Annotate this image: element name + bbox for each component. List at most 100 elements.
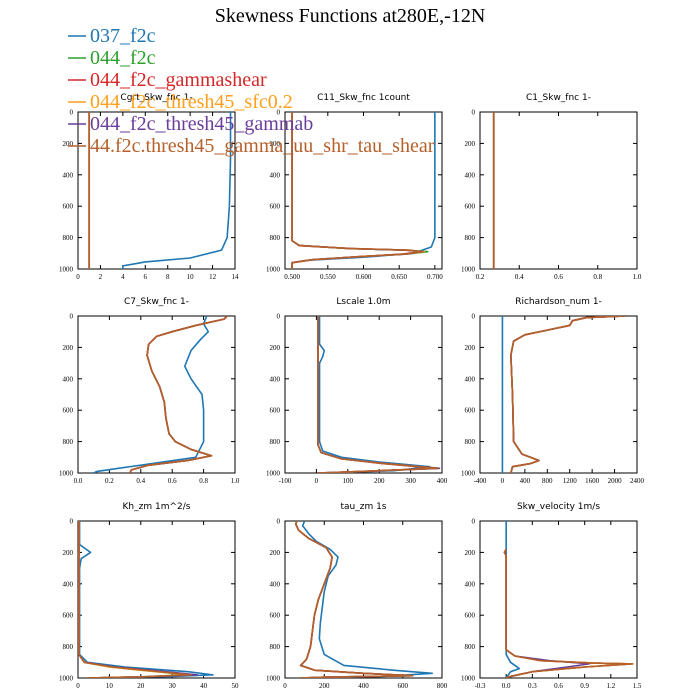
plot-frame	[284, 315, 443, 474]
y-tick-label: 200	[270, 549, 281, 557]
x-tick-label: 0.700	[427, 273, 443, 281]
y-tick-label: 200	[63, 549, 74, 557]
series-line	[317, 316, 440, 473]
x-tick-label: 1.5	[633, 682, 642, 690]
x-tick-label: 2	[99, 273, 103, 281]
y-tick-label: 0	[472, 109, 476, 117]
y-tick-label: 1000	[59, 675, 74, 683]
x-tick-label: 400	[437, 477, 448, 485]
y-tick-label: 800	[63, 234, 74, 242]
y-tick-label: 800	[465, 643, 476, 651]
x-tick-label: 0.4	[136, 477, 145, 485]
chart-panel: Lscale 1.0m -100 0 100 200 300 400 0 200 400 600 80…	[266, 297, 448, 485]
series-line	[510, 316, 626, 473]
y-tick-label: 400	[270, 171, 281, 179]
y-tick-label: 800	[465, 438, 476, 446]
y-tick-label: 400	[270, 375, 281, 383]
series-line	[503, 548, 590, 678]
figure-title: Skewness Functions at280E,-12N	[215, 5, 486, 27]
series-line	[503, 548, 634, 678]
series-line	[78, 521, 192, 678]
y-tick-label: 1000	[461, 470, 476, 478]
x-tick-label: 0.6	[554, 682, 563, 690]
x-tick-label: 50	[232, 682, 240, 690]
x-tick-label: 30	[169, 682, 177, 690]
x-tick-label: 12	[209, 273, 217, 281]
x-tick-label: 0	[76, 682, 80, 690]
panel-title: Skw_velocity 1m/s	[517, 502, 600, 512]
y-tick-label: 600	[63, 203, 74, 211]
x-tick-label: 0.600	[356, 273, 372, 281]
x-tick-label: 0.0	[74, 477, 83, 485]
y-tick-label: 800	[270, 643, 281, 651]
y-tick-label: 0	[277, 109, 281, 117]
y-tick-label: 600	[270, 612, 281, 620]
x-tick-label: 0.0	[502, 682, 511, 690]
x-tick-label: 400	[520, 477, 531, 485]
y-tick-label: 0	[277, 518, 281, 526]
series-line	[129, 316, 228, 473]
series-group	[317, 316, 441, 473]
y-tick-label: 600	[465, 203, 476, 211]
y-tick-label: 600	[63, 612, 74, 620]
y-tick-label: 800	[270, 438, 281, 446]
y-tick-label: 200	[465, 344, 476, 352]
chart-panel: C7_Skw_fnc 1- 0.0 0.2 0.4 0.6 0.8 1.0 0 200 400 60…	[59, 297, 240, 485]
y-tick-label: 1000	[59, 266, 74, 274]
y-tick-label: 1000	[266, 470, 281, 478]
y-tick-label: 1000	[59, 470, 74, 478]
panel-title: C1_Skw_fnc 1-	[526, 93, 591, 103]
x-tick-label: 200	[319, 682, 330, 690]
y-tick-label: 400	[465, 375, 476, 383]
y-tick-label: 800	[270, 234, 281, 242]
series-line	[93, 316, 210, 473]
plot-frame	[479, 111, 638, 270]
x-tick-label: 800	[542, 477, 553, 485]
legend-label: 044_f2c_thresh45_gammab	[90, 113, 313, 135]
y-tick-label: 0	[472, 313, 476, 321]
series-line	[301, 521, 433, 678]
x-tick-label: 0.2	[476, 273, 485, 281]
series-line	[78, 521, 199, 678]
x-tick-label: 0	[283, 682, 287, 690]
y-tick-label: 1000	[266, 266, 281, 274]
x-tick-label: 0.9	[580, 682, 589, 690]
x-tick-label: 0.6	[168, 477, 177, 485]
x-tick-label: 8	[166, 273, 170, 281]
x-tick-label: 10	[187, 273, 195, 281]
y-tick-label: 1000	[461, 266, 476, 274]
plot-frame	[77, 520, 236, 679]
y-tick-label: 0	[472, 518, 476, 526]
y-tick-label: 1000	[266, 675, 281, 683]
series-group	[88, 112, 232, 269]
y-tick-label: 0	[70, 109, 74, 117]
x-tick-label: 0.8	[593, 273, 602, 281]
chart-panel: Cgrt_Skw_fnc 1- 0 2 4 6 8 10 12 14 0 200 400 600 800 1…	[59, 93, 239, 281]
series-line	[318, 316, 431, 473]
y-tick-label: 400	[270, 580, 281, 588]
series-line	[78, 521, 189, 678]
series-line	[317, 316, 437, 473]
x-tick-label: 6	[144, 273, 148, 281]
series-line	[503, 548, 634, 678]
series-line	[294, 521, 414, 678]
series-line	[510, 316, 626, 473]
y-tick-label: 0	[70, 313, 74, 321]
series-line	[510, 316, 626, 473]
y-tick-label: 400	[465, 580, 476, 588]
y-tick-label: 600	[465, 612, 476, 620]
chart-panel: C1_Skw_fnc 1- 0.2 0.4 0.6 0.8 1.0 0 200 400 600 80…	[461, 93, 642, 281]
x-tick-label: 2400	[630, 477, 645, 485]
x-tick-label: 600	[398, 682, 409, 690]
x-tick-label: 40	[200, 682, 208, 690]
y-tick-label: 800	[465, 234, 476, 242]
x-tick-label: -400	[474, 477, 487, 485]
series-line	[78, 521, 192, 678]
x-tick-label: -100	[279, 477, 292, 485]
x-tick-label: 10	[106, 682, 114, 690]
series-line	[122, 112, 232, 269]
y-tick-label: 1000	[461, 675, 476, 683]
x-tick-label: 0.650	[391, 273, 407, 281]
plot-frame	[479, 520, 638, 679]
series-line	[510, 316, 626, 473]
